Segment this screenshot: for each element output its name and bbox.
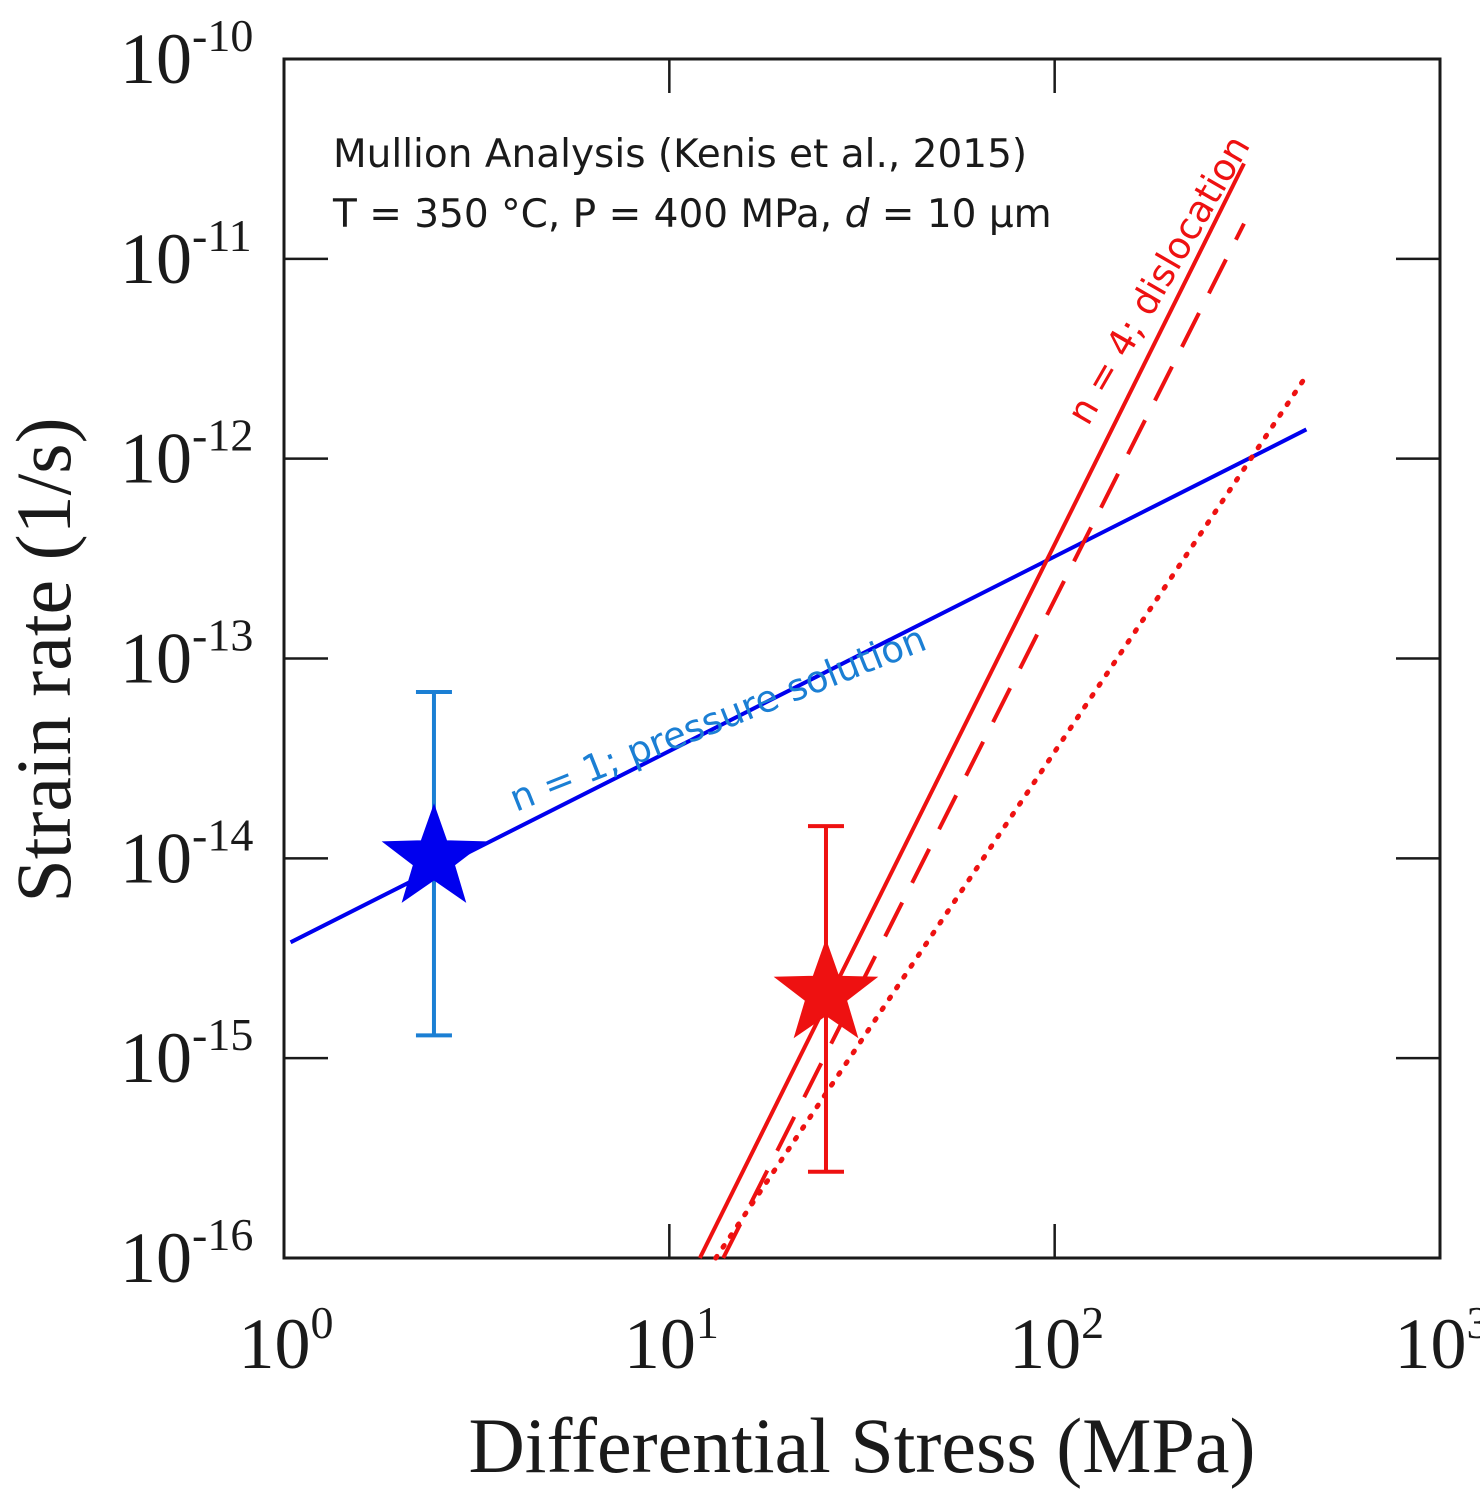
x-tick-exponent: 1 xyxy=(696,1297,719,1348)
y-tick-base: 10 xyxy=(120,419,192,499)
series-line-dashed xyxy=(721,222,1246,1259)
y-tick-label: 10-11 xyxy=(120,210,252,299)
y-tick-exponent: -16 xyxy=(192,1209,253,1260)
x-tick-exponent: 2 xyxy=(1081,1297,1104,1348)
y-tick-exponent: -13 xyxy=(192,610,253,661)
annotation-conditions: T = 350 °C, P = 400 MPa, xyxy=(332,192,845,237)
x-tick-label: 100 xyxy=(239,1297,334,1384)
y-tick-base: 10 xyxy=(120,1218,192,1298)
y-tick-label: 10-10 xyxy=(120,10,253,99)
chart-annotation: Mullion Analysis (Kenis et al., 2015) T … xyxy=(332,132,1052,237)
y-tick-label: 10-14 xyxy=(120,809,253,898)
y-tick-base: 10 xyxy=(120,818,192,898)
points-layer xyxy=(381,689,879,1174)
series-line-dotted xyxy=(713,373,1309,1261)
star-marker xyxy=(773,938,879,1039)
y-tick-base: 10 xyxy=(120,19,192,99)
y-tick-label: 10-16 xyxy=(120,1209,253,1298)
annotation-grain-size: = 10 µm xyxy=(869,192,1051,237)
pressure-solution-label: n = 1; pressure solution xyxy=(503,617,932,820)
y-tick-exponent: -10 xyxy=(192,10,253,61)
y-tick-exponent: -12 xyxy=(192,410,253,461)
star-marker xyxy=(381,803,487,903)
y-tick-label: 10-12 xyxy=(120,410,253,499)
y-tick-exponent: -11 xyxy=(192,210,252,261)
y-tick-exponent: -14 xyxy=(192,809,253,860)
annotation-grain-size-symbol: d xyxy=(845,192,870,237)
annotation-title-line1: Mullion Analysis (Kenis et al., 2015) xyxy=(333,132,1027,177)
dislocation-label: n = 4; dislocation xyxy=(1059,128,1259,431)
x-tick-exponent: 0 xyxy=(311,1297,334,1348)
y-tick-base: 10 xyxy=(120,1018,192,1098)
axis-ticks: 100 101 102 10310-1010-1110-1210-1310-1410-… xyxy=(120,10,1480,1384)
x-tick-base: 10 xyxy=(624,1304,696,1384)
x-tick-base: 10 xyxy=(1395,1304,1467,1384)
annotation-title-line2: T = 350 °C, P = 400 MPa, d = 10 µm xyxy=(332,192,1052,237)
x-tick-label: 103 xyxy=(1395,1297,1480,1384)
x-tick-base: 10 xyxy=(239,1304,311,1384)
x-tick-label: 102 xyxy=(1009,1297,1104,1384)
x-tick-exponent: 3 xyxy=(1467,1297,1480,1348)
x-axis-title: Differential Stress (MPa) xyxy=(468,1402,1255,1489)
x-tick-label: 101 xyxy=(624,1297,719,1384)
y-tick-label: 10-15 xyxy=(120,1009,253,1098)
y-tick-base: 10 xyxy=(120,619,192,699)
y-tick-exponent: -15 xyxy=(192,1009,253,1060)
y-axis-title: Strain rate (1/s) xyxy=(0,417,87,902)
y-tick-base: 10 xyxy=(120,219,192,299)
series-line-solid xyxy=(698,162,1246,1259)
x-tick-base: 10 xyxy=(1009,1304,1081,1384)
y-tick-label: 10-13 xyxy=(120,610,253,699)
